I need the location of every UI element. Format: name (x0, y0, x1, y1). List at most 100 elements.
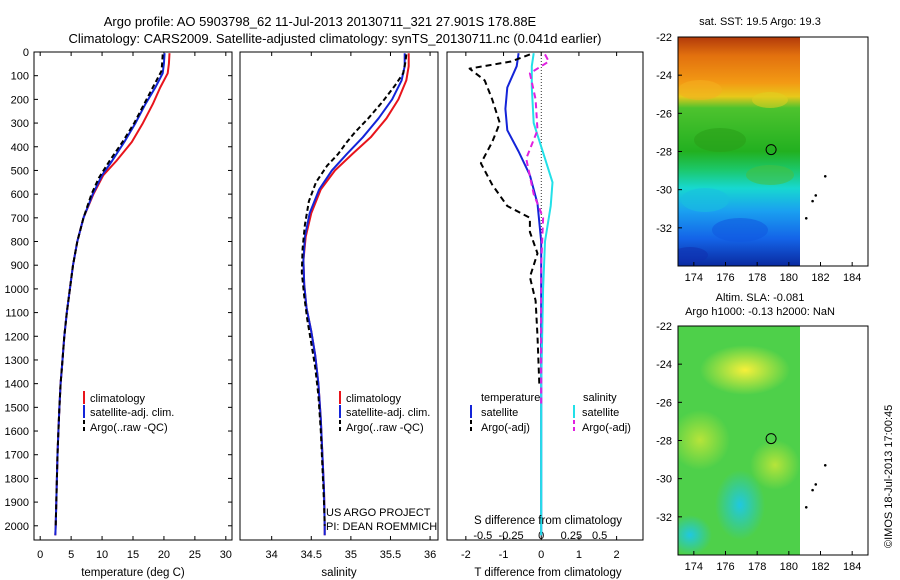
x-tick-label: -2 (461, 549, 471, 561)
lat-tick-label: -26 (656, 397, 672, 409)
sla-map-ticks: 174 176 178 180 182 184 -22 -24 -26 -28 -30 -32 (656, 321, 861, 573)
sst-map-title: sat. SST: 19.5 Argo: 19.3 (699, 16, 821, 28)
depth-tick-1700: 1700 (5, 450, 29, 462)
legend-argo-label: Argo(..raw -QC) (90, 422, 168, 434)
legend-temperature-header: temperature (481, 392, 540, 404)
temperature-legend: climatology satellite-adj. clim. Argo(..… (83, 391, 174, 434)
difference-plot-frame (446, 51, 644, 541)
depth-tick-600: 600 (11, 189, 29, 201)
x-tick-label: 5 (68, 549, 74, 561)
lon-tick-label: 184 (843, 561, 861, 573)
series-line-argo-raw-qc- (300, 54, 408, 526)
sst-map-panel: sat. SST: 19.5 Argo: 19.3 174 176 178 180 18… (656, 16, 869, 284)
pi-annotation: PI: DEAN ROEMMICH (326, 521, 437, 533)
s-difference-xlabel: S difference from climatology (474, 515, 622, 527)
x-tick-label: -1 (499, 549, 509, 561)
series-line-salinity-argo-adj- (525, 53, 550, 408)
depth-tick-500: 500 (11, 165, 29, 177)
lat-tick-label: -30 (656, 185, 672, 197)
depth-tick-1300: 1300 (5, 355, 29, 367)
x-tick-label: 35 (345, 549, 357, 561)
lat-tick-label: -22 (656, 32, 672, 44)
depth-tick-2000: 2000 (5, 521, 29, 533)
figure-title-line2: Climatology: CARS2009. Satellite-adjuste… (68, 31, 601, 46)
legend-satellite-label: satellite-adj. clim. (346, 407, 430, 419)
lon-tick-label: 176 (716, 561, 734, 573)
float-track-point (804, 505, 808, 509)
lon-tick-label: 176 (716, 272, 734, 284)
s-tick-label: -0.5 (473, 530, 492, 542)
legend-salinity-header: salinity (583, 392, 617, 404)
profile-location-marker (765, 433, 777, 445)
sla-map-subtitle: Argo h1000: -0.13 h2000: NaN (685, 306, 835, 318)
x-tick-label: 34 (266, 549, 278, 561)
sla-texture (678, 345, 800, 555)
lon-tick-label: 180 (780, 561, 798, 573)
depth-tick-1000: 1000 (5, 284, 29, 296)
salinity-profiles (300, 53, 410, 536)
legend-satellite-label: satellite-adj. clim. (90, 407, 174, 419)
depth-tick-1900: 1900 (5, 497, 29, 509)
x-tick-label: 1 (576, 549, 582, 561)
x-tick-label: 10 (96, 549, 108, 561)
series-line-salinity-satellite (530, 53, 554, 536)
s-tick-label: 0.25 (561, 530, 582, 542)
depth-tick-1500: 1500 (5, 402, 29, 414)
legend-s-argo-label: Argo(-adj) (582, 422, 631, 434)
x-tick-label: 25 (189, 549, 201, 561)
depth-tick-100: 100 (11, 71, 29, 83)
x-tick-label: 35.5 (380, 549, 401, 561)
float-track-point (823, 175, 827, 178)
figure-title-line1: Argo profile: AO 5903798_62 11-Jul-2013 … (104, 14, 537, 29)
x-tick-label: 0 (538, 549, 544, 561)
temperature-plot-frame (33, 51, 233, 541)
x-tick-label: 15 (127, 549, 139, 561)
depth-tick-200: 200 (11, 94, 29, 106)
lat-tick-label: -24 (656, 70, 672, 82)
lat-tick-label: -26 (656, 108, 672, 120)
legend-t-satellite-label: satellite (481, 407, 518, 419)
sst-map-marks (765, 144, 827, 220)
lat-tick-label: -32 (656, 223, 672, 235)
legend-s-satellite-label: satellite (582, 407, 619, 419)
sla-map-panel: Altim. SLA: -0.081 Argo h1000: -0.13 h20… (656, 292, 869, 573)
lat-tick-label: -28 (656, 436, 672, 448)
s-tick-label: 0.5 (592, 530, 607, 542)
float-track-point (811, 199, 814, 203)
sla-map-title: Altim. SLA: -0.081 (716, 292, 805, 304)
temperature-panel: 0100200300400500600700800900100011001200… (5, 47, 643, 579)
profile-location-marker (765, 144, 777, 156)
lat-tick-label: -28 (656, 147, 672, 159)
temperature-xlabel: temperature (deg C) (81, 567, 185, 579)
lat-tick-label: -32 (656, 512, 672, 524)
x-tick-label: 0 (37, 549, 43, 561)
lon-tick-label: 178 (748, 561, 766, 573)
depth-tick-900: 900 (11, 260, 29, 272)
depth-tick-0: 0 (23, 47, 29, 59)
series-line-argo-raw-qc- (54, 54, 164, 526)
t-difference-xlabel: T difference from climatology (474, 567, 621, 579)
depth-tick-1600: 1600 (5, 426, 29, 438)
depth-tick-700: 700 (11, 213, 29, 225)
salinity-tick-labels: 34 34.5 35 35.5 36 (266, 52, 436, 561)
float-track-point (814, 194, 818, 197)
x-tick-label: 2 (614, 549, 620, 561)
x-tick-label: 20 (158, 549, 170, 561)
lon-tick-label: 182 (811, 561, 829, 573)
lat-tick-label: -22 (656, 321, 672, 333)
lon-tick-label: 182 (811, 272, 829, 284)
x-tick-label: 30 (220, 549, 232, 561)
float-track-point (804, 216, 808, 220)
depth-tick-300: 300 (11, 118, 29, 130)
lon-tick-label: 180 (780, 272, 798, 284)
depth-tick-1200: 1200 (5, 331, 29, 343)
legend-argo-label: Argo(..raw -QC) (346, 422, 424, 434)
series-line-temperature-argo-adj- (468, 53, 541, 384)
depth-tick-400: 400 (11, 142, 29, 154)
depth-tick-1800: 1800 (5, 473, 29, 485)
project-annotation: US ARGO PROJECT (326, 507, 431, 519)
salinity-plot-frame (239, 51, 439, 541)
x-tick-label: 34.5 (301, 549, 322, 561)
salinity-legend: climatology satellite-adj. clim. Argo(..… (339, 391, 430, 434)
